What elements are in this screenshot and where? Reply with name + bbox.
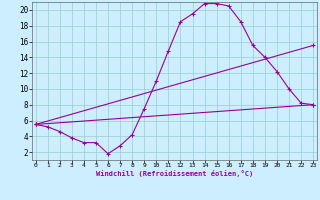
X-axis label: Windchill (Refroidissement éolien,°C): Windchill (Refroidissement éolien,°C)	[96, 170, 253, 177]
